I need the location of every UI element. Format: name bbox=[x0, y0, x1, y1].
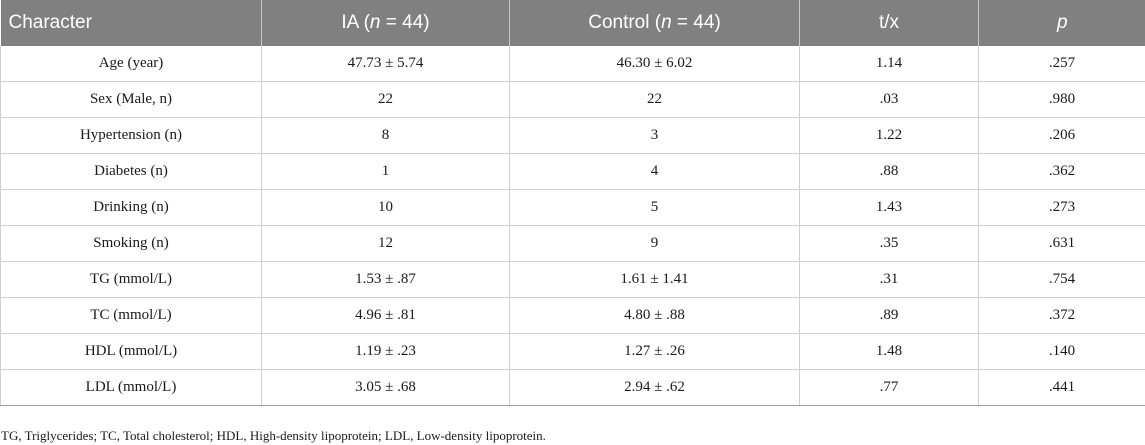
cell-tx: 1.48 bbox=[799, 333, 979, 370]
cell-character: Drinking (n) bbox=[0, 189, 262, 226]
cell-p: .980 bbox=[978, 81, 1145, 118]
cell-ia: 10 bbox=[261, 189, 510, 226]
header-character: Character bbox=[0, 0, 262, 46]
cell-ia: 47.73 ± 5.74 bbox=[261, 46, 510, 82]
header-control-prefix: Control ( bbox=[588, 12, 662, 33]
cell-p: .754 bbox=[978, 261, 1145, 298]
cell-control: 1.61 ± 1.41 bbox=[509, 261, 800, 298]
cell-ia: 3.05 ± .68 bbox=[261, 369, 510, 406]
table-row: LDL (mmol/L) 3.05 ± .68 2.94 ± .62 .77 .… bbox=[0, 369, 1145, 406]
cell-control: 4 bbox=[509, 153, 800, 190]
header-control: Control (n = 44) bbox=[509, 0, 800, 46]
cell-ia: 1.19 ± .23 bbox=[261, 333, 510, 370]
cell-ia: 1.53 ± .87 bbox=[261, 261, 510, 298]
cell-character: Sex (Male, n) bbox=[0, 81, 262, 118]
cell-character: Smoking (n) bbox=[0, 225, 262, 262]
cell-control: 1.27 ± .26 bbox=[509, 333, 800, 370]
cell-tx: .89 bbox=[799, 297, 979, 334]
header-ia-suffix: = 44) bbox=[380, 12, 430, 33]
cell-tx: .77 bbox=[799, 369, 979, 406]
header-ia-prefix: IA ( bbox=[341, 12, 370, 33]
table-row: TC (mmol/L) 4.96 ± .81 4.80 ± .88 .89 .3… bbox=[0, 297, 1145, 334]
cell-character: Diabetes (n) bbox=[0, 153, 262, 190]
cell-character: HDL (mmol/L) bbox=[0, 333, 262, 370]
cell-control: 3 bbox=[509, 117, 800, 154]
cell-ia: 4.96 ± .81 bbox=[261, 297, 510, 334]
cell-ia: 1 bbox=[261, 153, 510, 190]
cell-tx: 1.43 bbox=[799, 189, 979, 226]
cell-control: 22 bbox=[509, 81, 800, 118]
cell-tx: .31 bbox=[799, 261, 979, 298]
cell-tx: .35 bbox=[799, 225, 979, 262]
header-control-suffix: = 44) bbox=[671, 12, 721, 33]
cell-p: .273 bbox=[978, 189, 1145, 226]
header-row: Character IA (n = 44) Control (n = 44) t… bbox=[0, 0, 1145, 46]
table-row: Age (year) 47.73 ± 5.74 46.30 ± 6.02 1.1… bbox=[0, 46, 1145, 82]
header-p: p bbox=[978, 0, 1145, 46]
cell-p: .257 bbox=[978, 46, 1145, 82]
cell-control: 5 bbox=[509, 189, 800, 226]
cell-character: LDL (mmol/L) bbox=[0, 369, 262, 406]
cell-p: .362 bbox=[978, 153, 1145, 190]
cell-control: 9 bbox=[509, 225, 800, 262]
table-footnote: TG, Triglycerides; TC, Total cholesterol… bbox=[1, 428, 546, 443]
data-table: Character IA (n = 44) Control (n = 44) t… bbox=[0, 0, 1145, 406]
cell-tx: 1.14 bbox=[799, 46, 979, 82]
table-row: Drinking (n) 10 5 1.43 .273 bbox=[0, 189, 1145, 226]
header-ia: IA (n = 44) bbox=[261, 0, 510, 46]
cell-control: 46.30 ± 6.02 bbox=[509, 46, 800, 82]
table-row: HDL (mmol/L) 1.19 ± .23 1.27 ± .26 1.48 … bbox=[0, 333, 1145, 370]
cell-character: Age (year) bbox=[0, 46, 262, 82]
cell-p: .441 bbox=[978, 369, 1145, 406]
cell-character: TG (mmol/L) bbox=[0, 261, 262, 298]
cell-control: 4.80 ± .88 bbox=[509, 297, 800, 334]
cell-character: Hypertension (n) bbox=[0, 117, 262, 154]
table-row: Hypertension (n) 8 3 1.22 .206 bbox=[0, 117, 1145, 154]
cell-control: 2.94 ± .62 bbox=[509, 369, 800, 406]
table-row: TG (mmol/L) 1.53 ± .87 1.61 ± 1.41 .31 .… bbox=[0, 261, 1145, 298]
cell-character: TC (mmol/L) bbox=[0, 297, 262, 334]
table-row: Sex (Male, n) 22 22 .03 .980 bbox=[0, 81, 1145, 118]
cell-p: .206 bbox=[978, 117, 1145, 154]
cell-p: .372 bbox=[978, 297, 1145, 334]
table-row: Diabetes (n) 1 4 .88 .362 bbox=[0, 153, 1145, 190]
table-row: Smoking (n) 12 9 .35 .631 bbox=[0, 225, 1145, 262]
header-control-n: n bbox=[661, 12, 672, 33]
cell-tx: .03 bbox=[799, 81, 979, 118]
header-ia-n: n bbox=[369, 12, 381, 33]
header-tx: t/x bbox=[799, 0, 979, 46]
cell-tx: .88 bbox=[799, 153, 979, 190]
cell-p: .631 bbox=[978, 225, 1145, 262]
cell-p: .140 bbox=[978, 333, 1145, 370]
cell-ia: 8 bbox=[261, 117, 510, 154]
cell-ia: 22 bbox=[261, 81, 510, 118]
cell-tx: 1.22 bbox=[799, 117, 979, 154]
cell-ia: 12 bbox=[261, 225, 510, 262]
